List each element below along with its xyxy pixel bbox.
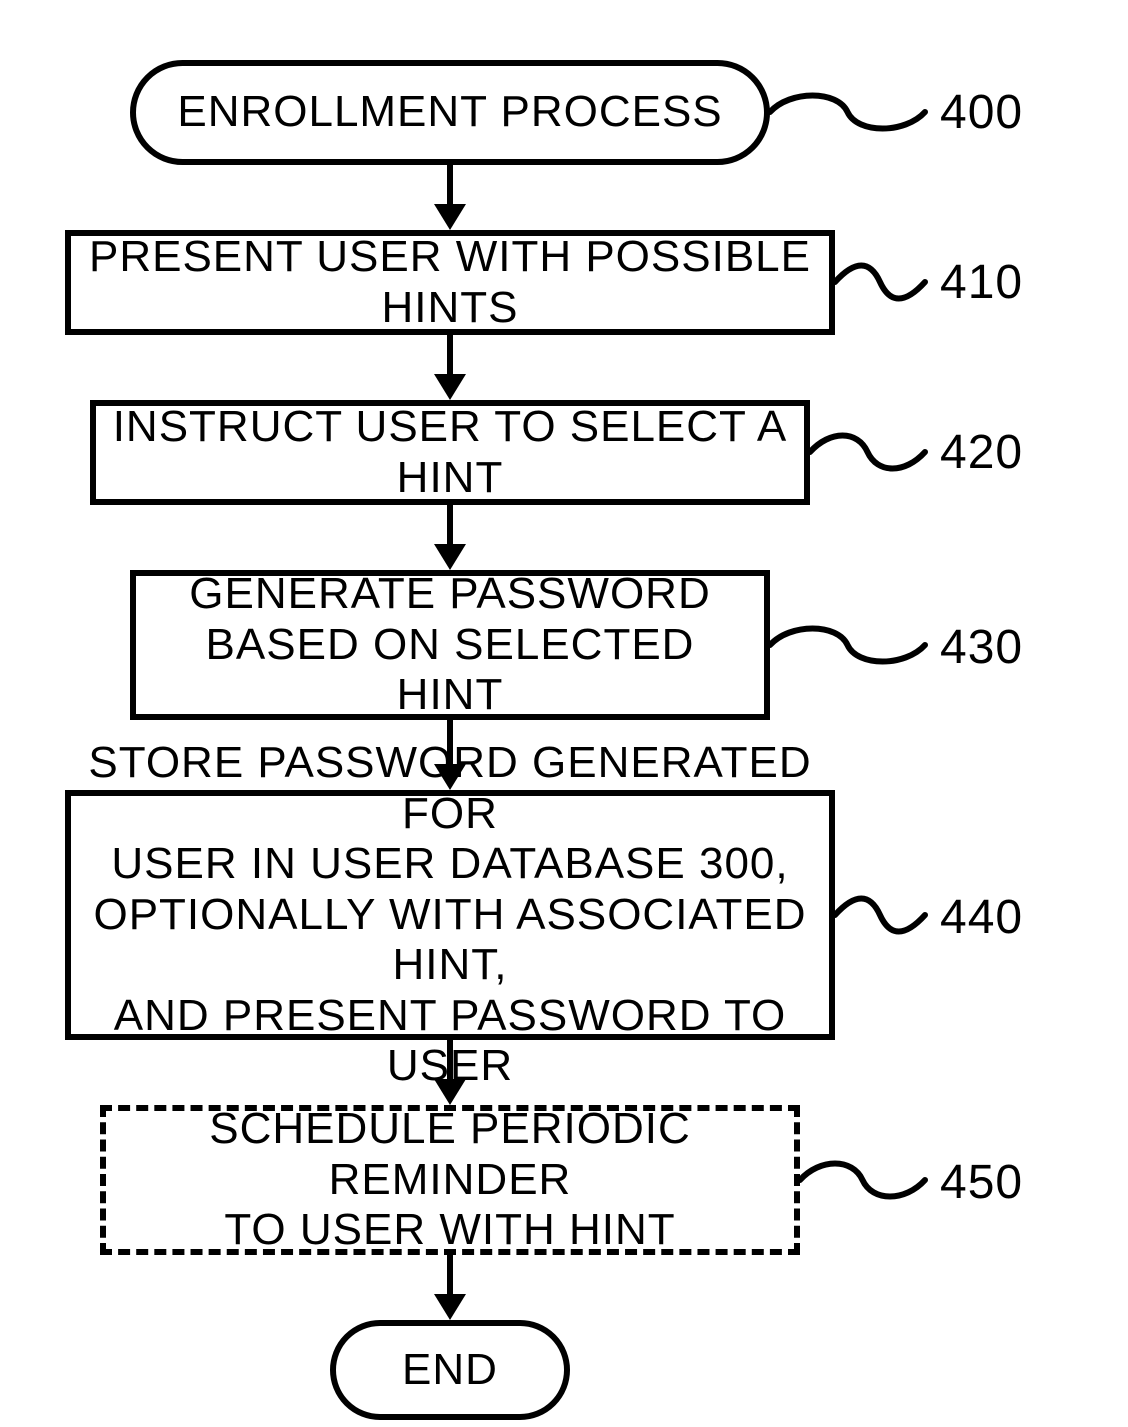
arrow-line xyxy=(447,165,453,204)
arrow-head-icon xyxy=(434,764,466,790)
flowchart-node-n440: STORE PASSWORD GENERATED FOR USER IN USE… xyxy=(65,790,835,1040)
flowchart-node-n410: PRESENT USER WITH POSSIBLE HINTS xyxy=(65,230,835,335)
leader-line-icon xyxy=(831,252,929,312)
arrow-head-icon xyxy=(434,204,466,230)
ref-label-450: 450 xyxy=(940,1155,1023,1210)
ref-label-430: 430 xyxy=(940,620,1023,675)
arrow-head-icon xyxy=(434,374,466,400)
leader-line-icon xyxy=(766,82,929,142)
node-text: SCHEDULE PERIODIC REMINDER TO USER WITH … xyxy=(106,1104,794,1256)
flowchart-node-n400: ENROLLMENT PROCESS xyxy=(130,60,770,165)
leader-line-icon xyxy=(796,1150,929,1210)
ref-label-440: 440 xyxy=(940,890,1023,945)
flowchart-node-n420: INSTRUCT USER TO SELECT A HINT xyxy=(90,400,810,505)
arrow-line xyxy=(447,720,453,764)
arrow-head-icon xyxy=(434,1294,466,1320)
flowchart-node-n430: GENERATE PASSWORD BASED ON SELECTED HINT xyxy=(130,570,770,720)
node-text: STORE PASSWORD GENERATED FOR USER IN USE… xyxy=(71,738,829,1092)
arrow-line xyxy=(447,1255,453,1294)
arrow-line xyxy=(447,1040,453,1079)
node-text: PRESENT USER WITH POSSIBLE HINTS xyxy=(71,232,829,333)
arrow-line xyxy=(447,335,453,374)
leader-line-icon xyxy=(766,615,929,675)
flowchart-node-n450: SCHEDULE PERIODIC REMINDER TO USER WITH … xyxy=(100,1105,800,1255)
ref-label-400: 400 xyxy=(940,85,1023,140)
ref-label-420: 420 xyxy=(940,425,1023,480)
arrow-head-icon xyxy=(434,544,466,570)
node-text: GENERATE PASSWORD BASED ON SELECTED HINT xyxy=(136,569,764,721)
leader-line-icon xyxy=(831,885,929,945)
arrow-line xyxy=(447,505,453,544)
ref-label-410: 410 xyxy=(940,255,1023,310)
node-text: ENROLLMENT PROCESS xyxy=(165,87,734,138)
leader-line-icon xyxy=(806,422,929,482)
arrow-head-icon xyxy=(434,1079,466,1105)
flowchart-node-nend: END xyxy=(330,1320,570,1420)
flowchart-canvas: ENROLLMENT PROCESS PRESENT USER WITH POSS… xyxy=(0,0,1128,1427)
node-text: END xyxy=(390,1345,510,1396)
node-text: INSTRUCT USER TO SELECT A HINT xyxy=(96,402,804,503)
